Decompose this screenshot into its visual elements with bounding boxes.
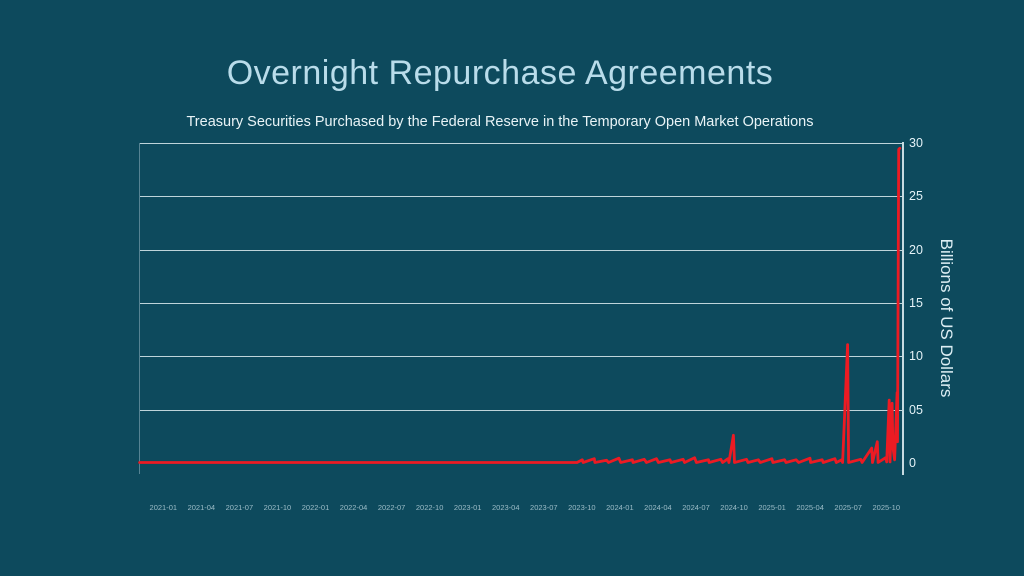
- chart-subtitle: Treasury Securities Purchased by the Fed…: [186, 114, 814, 130]
- x-tick-label: 2023-04: [491, 503, 520, 512]
- y-tick-label: 20: [909, 242, 923, 257]
- chart-title: Overnight Repurchase Agreements: [226, 54, 774, 92]
- x-tick-label: 2022-10: [415, 503, 444, 512]
- x-tick-label: 2024-04: [644, 503, 672, 512]
- gridline: [140, 196, 903, 198]
- x-tick-label: 2021-04: [187, 503, 216, 512]
- y-tick-label: 25: [909, 189, 923, 204]
- x-tick-label: 2025-07: [834, 503, 862, 512]
- x-tick-label: 2021-10: [263, 503, 292, 512]
- x-tick-label: 2023-10: [568, 503, 596, 512]
- x-tick-label: 2025-01: [758, 503, 786, 512]
- gridline: [140, 356, 903, 358]
- plot-area: [140, 143, 903, 463]
- gridline: [140, 303, 903, 304]
- y-tick-label: 30: [909, 136, 923, 150]
- y-axis-right-line: [902, 142, 904, 475]
- y-tick-label: 15: [909, 296, 923, 310]
- y-tick-label: 0: [909, 456, 916, 470]
- y-axis-title: Billions of US Dollars: [937, 238, 956, 398]
- x-tick-label: 2025-04: [796, 503, 824, 512]
- y-tick-label: 10: [909, 349, 923, 364]
- x-tick-label: 2025-10: [872, 503, 901, 512]
- x-tick-label: 2023-07: [530, 503, 558, 512]
- gridline: [140, 249, 903, 251]
- x-tick-label: 2023-01: [453, 503, 482, 512]
- x-tick-label: 2022-01: [301, 503, 330, 512]
- y-tick-label: 05: [909, 402, 923, 417]
- x-tick-label: 2022-07: [377, 503, 406, 512]
- x-tick-label: 2021-01: [149, 503, 178, 512]
- y-axis-left-line: [139, 143, 140, 474]
- x-tick-label: 2024-01: [606, 503, 634, 512]
- x-tick-label: 2024-10: [720, 503, 748, 512]
- x-tick-label: 2021-07: [225, 503, 254, 512]
- x-tick-label: 2022-04: [339, 503, 368, 512]
- gridline: [140, 409, 903, 411]
- x-tick-label: 2024-07: [682, 503, 710, 512]
- gridline: [140, 143, 903, 144]
